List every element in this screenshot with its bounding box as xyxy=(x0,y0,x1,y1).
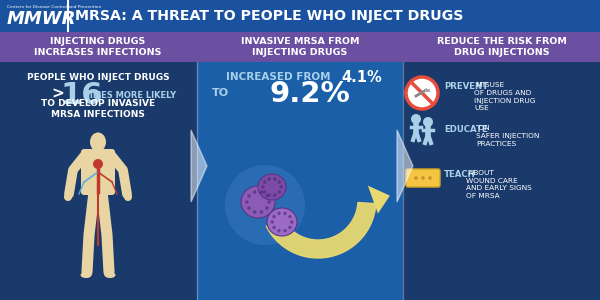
Circle shape xyxy=(225,165,305,245)
Text: EDUCATE: EDUCATE xyxy=(444,125,488,134)
Ellipse shape xyxy=(280,185,283,189)
Ellipse shape xyxy=(253,190,256,194)
Ellipse shape xyxy=(273,177,277,181)
Ellipse shape xyxy=(288,226,292,229)
Text: ON
SAFER INJECTION
PRACTICES: ON SAFER INJECTION PRACTICES xyxy=(476,125,539,146)
Ellipse shape xyxy=(93,159,103,169)
Circle shape xyxy=(414,176,418,180)
FancyBboxPatch shape xyxy=(406,169,440,187)
FancyBboxPatch shape xyxy=(197,32,403,300)
Ellipse shape xyxy=(247,206,251,210)
Ellipse shape xyxy=(64,193,72,201)
Text: 9.2%: 9.2% xyxy=(269,80,350,108)
Ellipse shape xyxy=(271,220,274,224)
FancyBboxPatch shape xyxy=(81,149,115,195)
Ellipse shape xyxy=(261,185,265,189)
Ellipse shape xyxy=(241,186,275,218)
Text: PREVENT: PREVENT xyxy=(444,82,488,91)
Text: TO: TO xyxy=(211,88,229,98)
Ellipse shape xyxy=(263,190,266,194)
Ellipse shape xyxy=(260,210,263,214)
Text: ABOUT
WOUND CARE
AND EARLY SIGNS
OF MRSA: ABOUT WOUND CARE AND EARLY SIGNS OF MRSA xyxy=(466,170,532,199)
Text: PEOPLE WHO INJECT DRUGS: PEOPLE WHO INJECT DRUGS xyxy=(26,74,169,82)
Circle shape xyxy=(423,117,433,127)
Ellipse shape xyxy=(265,194,269,198)
Ellipse shape xyxy=(265,206,269,210)
FancyBboxPatch shape xyxy=(0,32,197,62)
Text: 16: 16 xyxy=(61,80,103,110)
Text: TIMES MORE LIKELY: TIMES MORE LIKELY xyxy=(84,91,176,100)
Ellipse shape xyxy=(283,212,287,215)
Ellipse shape xyxy=(278,190,281,194)
Ellipse shape xyxy=(258,174,286,200)
Text: REDUCE THE RISK FROM
DRUG INJECTIONS: REDUCE THE RISK FROM DRUG INJECTIONS xyxy=(437,37,567,57)
Text: TEACH: TEACH xyxy=(444,170,476,179)
Ellipse shape xyxy=(263,180,266,184)
Ellipse shape xyxy=(278,180,281,184)
Polygon shape xyxy=(368,186,390,214)
Ellipse shape xyxy=(268,200,271,204)
Polygon shape xyxy=(397,130,413,202)
Ellipse shape xyxy=(288,215,292,218)
Ellipse shape xyxy=(267,208,297,236)
Text: MMWR: MMWR xyxy=(7,10,77,28)
Text: >: > xyxy=(52,86,64,101)
Ellipse shape xyxy=(277,212,281,215)
Ellipse shape xyxy=(90,133,106,152)
FancyBboxPatch shape xyxy=(0,0,600,32)
FancyBboxPatch shape xyxy=(425,89,430,92)
Text: 4.1%: 4.1% xyxy=(341,70,382,85)
Ellipse shape xyxy=(273,193,277,197)
Ellipse shape xyxy=(277,229,281,232)
Circle shape xyxy=(406,77,438,109)
Ellipse shape xyxy=(245,200,249,204)
Text: Centers for Disease Control and Prevention: Centers for Disease Control and Preventi… xyxy=(7,5,101,9)
Text: TO DEVELOP INVASIVE
MRSA INFECTIONS: TO DEVELOP INVASIVE MRSA INFECTIONS xyxy=(41,99,155,119)
Text: INJECTING DRUGS
INCREASES INFECTIONS: INJECTING DRUGS INCREASES INFECTIONS xyxy=(34,37,161,57)
Ellipse shape xyxy=(80,272,91,278)
Ellipse shape xyxy=(104,272,115,278)
Ellipse shape xyxy=(283,229,287,232)
Polygon shape xyxy=(266,202,376,258)
Ellipse shape xyxy=(260,190,263,194)
FancyBboxPatch shape xyxy=(0,32,197,300)
Ellipse shape xyxy=(124,193,132,201)
Circle shape xyxy=(428,176,432,180)
Ellipse shape xyxy=(290,220,293,224)
Ellipse shape xyxy=(247,194,251,198)
Ellipse shape xyxy=(268,193,271,197)
Ellipse shape xyxy=(268,177,271,181)
Circle shape xyxy=(421,176,425,180)
Text: MRSA: A THREAT TO PEOPLE WHO INJECT DRUGS: MRSA: A THREAT TO PEOPLE WHO INJECT DRUG… xyxy=(75,9,463,23)
Circle shape xyxy=(411,114,421,124)
Ellipse shape xyxy=(253,210,256,214)
FancyBboxPatch shape xyxy=(197,32,403,62)
Text: MISUSE
OF DRUGS AND
INJECTION DRUG
USE: MISUSE OF DRUGS AND INJECTION DRUG USE xyxy=(474,82,535,111)
Text: INCREASED FROM: INCREASED FROM xyxy=(226,72,330,82)
FancyBboxPatch shape xyxy=(403,32,600,62)
Polygon shape xyxy=(191,130,207,202)
Ellipse shape xyxy=(272,215,276,218)
FancyBboxPatch shape xyxy=(403,32,600,300)
Ellipse shape xyxy=(272,226,276,229)
Text: INVASIVE MRSA FROM
INJECTING DRUGS: INVASIVE MRSA FROM INJECTING DRUGS xyxy=(241,37,359,57)
